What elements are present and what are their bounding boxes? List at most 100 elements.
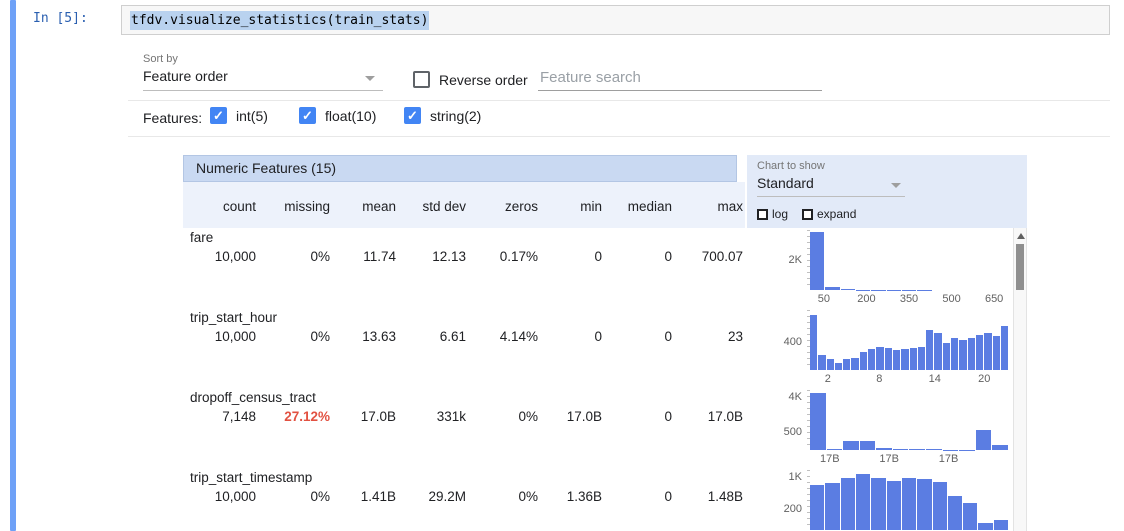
stat-zeros: 4.14% bbox=[499, 329, 538, 344]
feature-filter-label: int(5) bbox=[236, 107, 268, 124]
stat-mean: 1.41B bbox=[360, 489, 396, 504]
active-cell-indicator bbox=[10, 0, 16, 531]
x-axis: 17B 17B 17B bbox=[810, 453, 1008, 467]
chart-scrollbar[interactable] bbox=[1013, 228, 1027, 531]
histogram-bar bbox=[901, 477, 917, 530]
chart-type-dropdown[interactable]: Standard bbox=[757, 175, 905, 197]
column-header: max bbox=[717, 199, 743, 214]
histogram-bar bbox=[834, 362, 843, 370]
features-label: Features: bbox=[143, 110, 203, 126]
x-axis: 50 200 350 500 650 bbox=[810, 293, 1008, 307]
chart-type-value: Standard bbox=[757, 175, 814, 191]
histogram-bar bbox=[942, 343, 951, 370]
x-tick-label: 17B bbox=[879, 453, 899, 465]
histogram-bar bbox=[947, 496, 963, 530]
chart-to-show-label: Chart to show bbox=[757, 160, 825, 172]
histogram-bar bbox=[892, 349, 901, 370]
histogram-bar bbox=[851, 358, 859, 370]
scrollbar-thumb[interactable] bbox=[1016, 244, 1024, 290]
feature-row: trip_start_hour 10,000 0% 13.63 6.61 4.1… bbox=[183, 308, 745, 388]
x-axis: 2 8 14 20 bbox=[810, 373, 1008, 387]
histogram-bar bbox=[810, 231, 825, 290]
histogram-bar bbox=[892, 449, 909, 450]
histogram-bar bbox=[855, 474, 871, 530]
chevron-down-icon bbox=[891, 183, 901, 188]
x-tick-label: 500 bbox=[942, 293, 961, 305]
histogram-bar bbox=[978, 522, 993, 530]
column-header: std dev bbox=[422, 199, 466, 214]
axis-tick-marks bbox=[807, 230, 810, 290]
chevron-down-icon bbox=[365, 76, 375, 81]
stat-min: 0 bbox=[594, 329, 602, 344]
scroll-up-icon[interactable] bbox=[1017, 233, 1025, 239]
x-tick-label: 200 bbox=[857, 293, 876, 305]
histogram-bar bbox=[826, 359, 834, 370]
histogram-bar bbox=[810, 314, 818, 370]
x-tick-label: 17B bbox=[820, 453, 840, 465]
histogram-bar bbox=[951, 338, 959, 370]
column-header: min bbox=[580, 199, 602, 214]
histogram-bar bbox=[876, 448, 892, 450]
y-tick-label: 1K bbox=[788, 471, 802, 484]
histogram-bar bbox=[917, 346, 926, 370]
stat-min: 0 bbox=[594, 249, 602, 264]
column-header: missing bbox=[284, 199, 330, 214]
x-tick-label: 8 bbox=[876, 373, 883, 385]
checkbox-unchecked-icon bbox=[413, 71, 430, 88]
feature-row: fare 10,000 0% 11.74 12.13 0.17% 0 0 700… bbox=[183, 228, 745, 308]
feature-row: trip_start_timestamp 10,000 0% 1.41B 29.… bbox=[183, 468, 745, 531]
feature-filter-string[interactable]: string(2) bbox=[404, 107, 481, 124]
divider bbox=[128, 136, 1110, 137]
reverse-order-checkbox[interactable]: Reverse order bbox=[413, 71, 528, 88]
histogram-bar bbox=[843, 441, 859, 450]
stat-median: 0 bbox=[664, 329, 672, 344]
stat-missing: 0% bbox=[310, 489, 330, 504]
stat-max: 1.48B bbox=[707, 489, 743, 504]
histogram-bar bbox=[871, 478, 886, 530]
checkbox-unchecked-icon bbox=[757, 208, 768, 220]
histogram-bar bbox=[926, 330, 934, 370]
histogram-bars bbox=[810, 310, 1009, 370]
feature-filter-int[interactable]: int(5) bbox=[210, 107, 268, 124]
histogram-bar bbox=[825, 287, 840, 290]
expand-checkbox[interactable]: expand bbox=[802, 207, 856, 221]
feature-name: trip_start_timestamp bbox=[190, 470, 313, 485]
histogram-bar bbox=[993, 519, 1009, 530]
sort-by-label: Sort by bbox=[143, 53, 178, 65]
axis-tick-marks bbox=[807, 470, 810, 530]
column-headers: count missing mean std dev zeros min med… bbox=[183, 199, 745, 214]
stat-mean: 13.63 bbox=[362, 329, 396, 344]
x-tick-label: 50 bbox=[817, 293, 830, 305]
checkbox-checked-icon bbox=[404, 107, 421, 124]
log-checkbox[interactable]: log bbox=[757, 207, 788, 221]
y-tick-label: 500 bbox=[783, 426, 802, 438]
feature-name: trip_start_hour bbox=[190, 310, 278, 325]
histogram-bar bbox=[959, 340, 967, 370]
histogram-bar bbox=[840, 289, 855, 290]
stat-median: 0 bbox=[664, 489, 672, 504]
histogram-bar bbox=[859, 351, 868, 370]
stat-count: 10,000 bbox=[214, 249, 256, 264]
code-cell[interactable]: tfdv.visualize_statistics(train_stats) bbox=[121, 5, 1110, 35]
column-header: zeros bbox=[504, 199, 538, 214]
sort-by-dropdown[interactable]: Feature order bbox=[143, 68, 383, 91]
histogram-bar bbox=[1000, 326, 1009, 370]
code-text: tfdv.visualize_statistics(train_stats) bbox=[130, 11, 430, 30]
histogram-bar bbox=[917, 479, 932, 530]
stat-zeros: 0.17% bbox=[499, 249, 538, 264]
stat-count: 7,148 bbox=[222, 409, 256, 424]
feature-filter-float[interactable]: float(10) bbox=[299, 107, 376, 124]
feature-row: dropoff_census_tract 7,148 27.12% 17.0B … bbox=[183, 388, 745, 468]
stat-missing: 0% bbox=[310, 329, 330, 344]
histogram-bar bbox=[975, 334, 984, 370]
histogram-bar bbox=[909, 348, 917, 370]
x-tick-label: 14 bbox=[928, 373, 941, 385]
histogram-bar bbox=[963, 502, 978, 530]
feature-search-input[interactable] bbox=[538, 64, 822, 91]
axis-tick-marks bbox=[807, 310, 810, 370]
divider bbox=[128, 100, 1110, 101]
histogram-bar bbox=[876, 347, 884, 370]
histogram-bar bbox=[984, 332, 992, 370]
y-tick-label: 2K bbox=[788, 254, 802, 266]
stat-stddev: 331k bbox=[436, 409, 466, 424]
